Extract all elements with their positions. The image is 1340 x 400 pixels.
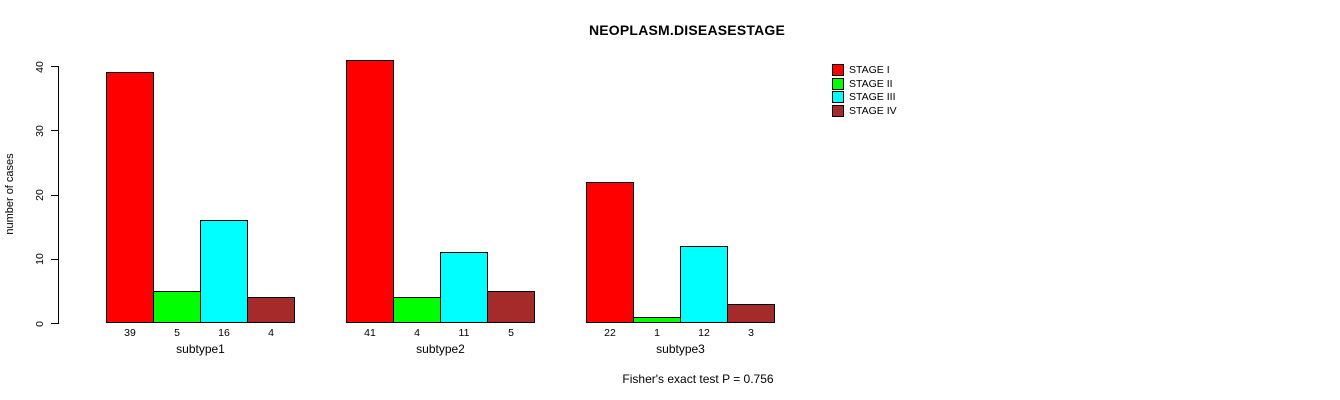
legend-label: STAGE III — [849, 91, 896, 104]
bar-value-label: 16 — [218, 327, 230, 339]
bar — [487, 291, 535, 323]
bar — [106, 72, 154, 323]
y-tick-label: 20 — [34, 189, 46, 201]
bar-value-label: 5 — [174, 327, 180, 339]
category-label: subtype3 — [656, 342, 705, 356]
bar-value-label: 5 — [508, 327, 514, 339]
bar — [153, 291, 201, 323]
bar — [346, 60, 394, 323]
legend-label: STAGE I — [849, 63, 890, 76]
chart-title: NEOPLASM.DISEASESTAGE — [588, 22, 786, 38]
legend-entry: STAGE III — [832, 90, 897, 104]
legend-label: STAGE IV — [849, 104, 897, 117]
bar-value-label: 22 — [604, 327, 616, 339]
bar — [586, 182, 634, 323]
y-tick-label: 40 — [34, 60, 46, 73]
legend-entry: STAGE II — [832, 77, 897, 91]
y-tick — [51, 130, 58, 132]
y-tick-label: 0 — [34, 320, 46, 327]
bar-value-label: 41 — [364, 327, 376, 339]
y-tick-label: 30 — [34, 124, 46, 137]
y-tick — [51, 194, 58, 196]
legend-label: STAGE II — [849, 77, 893, 90]
bar-value-label: 1 — [654, 327, 660, 339]
bar-value-label: 11 — [458, 327, 470, 339]
bar-value-label: 4 — [414, 327, 420, 339]
bar — [727, 304, 775, 323]
bar-value-label: 4 — [268, 327, 274, 339]
category-label: subtype2 — [416, 342, 465, 356]
bar — [633, 317, 681, 323]
legend-swatch-icon — [832, 63, 844, 76]
bar — [200, 220, 248, 323]
y-tick — [51, 66, 58, 67]
legend-swatch-icon — [832, 91, 844, 104]
legend-entry: STAGE I — [832, 63, 897, 77]
legend-swatch-icon — [832, 104, 844, 117]
y-tick-label: 10 — [34, 253, 46, 266]
fisher-test-annotation: Fisher's exact test P = 0.756 — [622, 372, 774, 386]
bar — [247, 297, 295, 323]
y-tick — [51, 258, 58, 260]
y-axis-line — [58, 66, 59, 324]
y-tick — [51, 323, 58, 324]
bar — [680, 246, 728, 323]
bar-value-label: 3 — [748, 327, 754, 339]
bar — [440, 252, 488, 323]
bar-value-label: 39 — [124, 327, 136, 339]
bar-value-label: 12 — [698, 327, 710, 339]
legend-swatch-icon — [832, 77, 844, 90]
legend-entry: STAGE IV — [832, 104, 897, 118]
category-label: subtype1 — [176, 342, 225, 356]
bar — [393, 297, 441, 323]
legend: STAGE I STAGE II STAGE III STAGE IV — [832, 63, 897, 118]
